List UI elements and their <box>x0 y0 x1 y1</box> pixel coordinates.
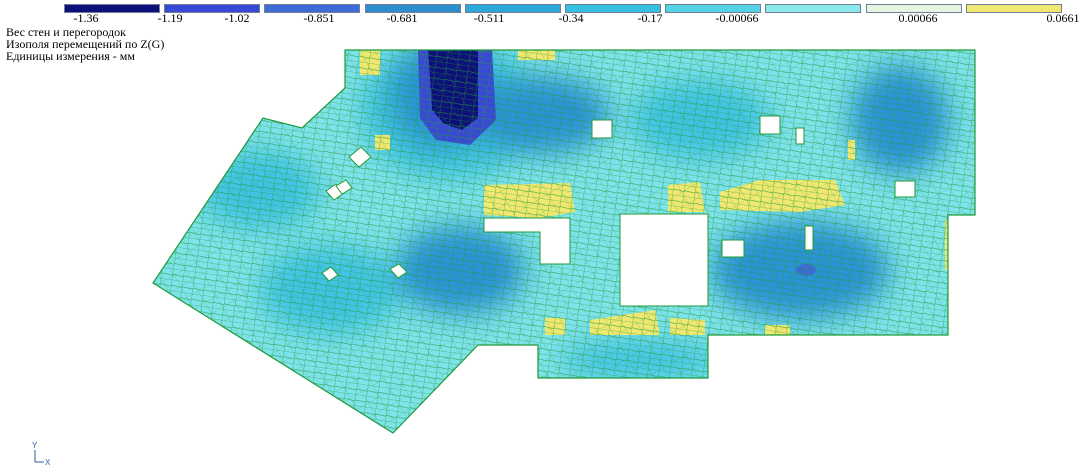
opening <box>795 127 805 145</box>
isofield-title: Изополя перемещений по Z(G) <box>6 37 165 51</box>
legend-tick-label: -1.36 <box>73 11 99 25</box>
opening <box>335 179 353 195</box>
axis-arrows-icon: Y X <box>32 441 51 467</box>
legend-swatch <box>865 4 962 13</box>
color-scale-legend: -1.36 -1.19 -1.02 -0.851 -0.681 -0.511 -0.34 -0… <box>0 0 1091 26</box>
legend-tick-label: -0.681 <box>386 11 418 25</box>
slab-openings <box>321 115 916 307</box>
legend-swatch <box>164 4 261 13</box>
legend-swatch <box>965 4 1062 13</box>
stair-opening <box>619 213 709 307</box>
opening <box>721 239 745 258</box>
opening <box>321 266 339 282</box>
legend-swatch <box>364 4 461 13</box>
axis-y-label: Y <box>32 441 38 450</box>
opening <box>389 263 408 279</box>
slab-outline <box>152 49 976 434</box>
legend-tick-label: -1.19 <box>157 11 183 25</box>
legend-tick-label: -0.851 <box>303 11 335 25</box>
opening <box>759 115 781 135</box>
opening <box>483 217 571 265</box>
axis-indicator: Y X <box>30 440 51 467</box>
legend-swatch <box>565 4 661 13</box>
legend-swatch <box>264 4 361 13</box>
legend-swatch <box>765 4 862 13</box>
legend-tick-label: -0.511 <box>473 11 505 25</box>
opening <box>804 225 814 251</box>
plot-caption: Вес стен и перегородок Изополя перемещен… <box>6 26 164 62</box>
legend-tick-label: -0.17 <box>637 11 663 25</box>
opening <box>591 119 613 139</box>
legend-swatch <box>665 4 762 13</box>
load-case-title: Вес стен и перегородок <box>6 25 126 39</box>
legend-swatch <box>64 4 160 13</box>
legend-tick-label: 0.00066 <box>898 11 938 25</box>
legend-tick-label: -0.34 <box>558 11 584 25</box>
units-label: Единицы измерения - мм <box>6 49 135 63</box>
axis-x-label: X <box>45 458 50 466</box>
legend-tick-label: -0.00066 <box>715 11 759 25</box>
slab-contours <box>153 50 975 433</box>
opening <box>894 180 916 198</box>
legend-swatch <box>464 4 561 13</box>
opening <box>348 146 372 168</box>
legend-tick-label: -1.02 <box>224 11 250 25</box>
legend-tick-label: 0.0661 <box>1046 11 1080 25</box>
